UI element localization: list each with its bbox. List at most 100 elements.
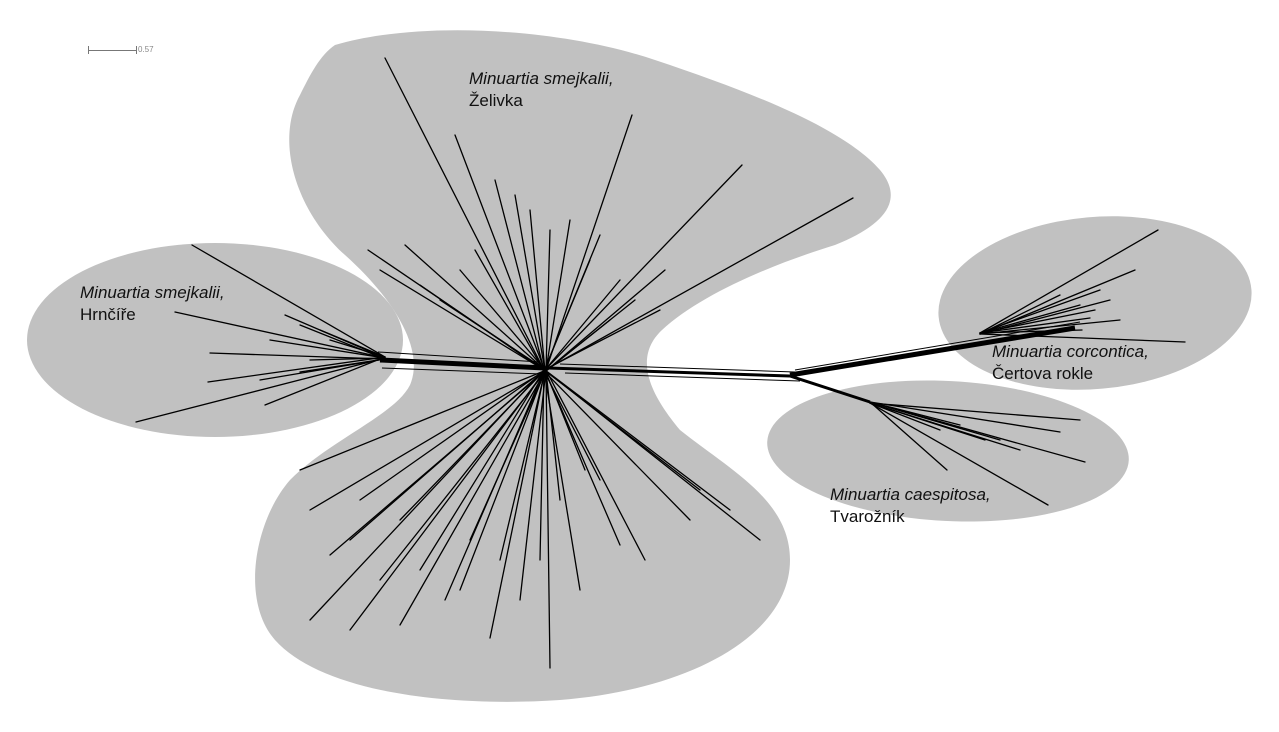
- edge-zelivka: [544, 197, 854, 371]
- species-name: Minuartia caespitosa,: [830, 485, 991, 504]
- edge-hrncire: [207, 356, 386, 383]
- edge-certova: [979, 333, 1186, 343]
- edge-zelivka: [545, 319, 611, 372]
- edge-hrncire: [329, 339, 386, 358]
- scale-bar-line: [88, 50, 136, 51]
- edge-lower: [539, 369, 545, 561]
- edge-lower: [543, 370, 691, 521]
- edge-certova: [979, 229, 1159, 334]
- locality-name: Tvarožník: [830, 507, 905, 526]
- edge-zelivka: [545, 229, 551, 371]
- edge-hrncire: [264, 356, 386, 406]
- spine-hrncire: [379, 357, 546, 371]
- edge-certova: [979, 329, 1083, 334]
- cluster-certova-shading: [938, 216, 1252, 390]
- locality-name: Želivka: [469, 91, 523, 110]
- edge-hrncire: [299, 324, 386, 360]
- edge-lower: [359, 369, 546, 501]
- species-name: Minuartia corcontica,: [992, 342, 1149, 361]
- edge-lower: [519, 369, 547, 601]
- edge-lower: [543, 369, 701, 491]
- locality-name: Hrnčíře: [80, 305, 136, 324]
- spine-hrncire-thin-b: [381, 367, 543, 375]
- edge-zelivka: [543, 164, 743, 372]
- edge-tvaroznik: [869, 401, 1001, 441]
- edge-lower: [544, 369, 731, 511]
- edge-lower: [419, 369, 545, 571]
- edge-hrncire: [191, 244, 386, 358]
- group-label-hrncire: Minuartia smejkalii, Hrnčíře: [80, 282, 225, 326]
- scale-bar-tick-right: [136, 46, 137, 54]
- edge-zelivka: [514, 194, 546, 372]
- edge-zelivka: [454, 134, 546, 372]
- edge-lower: [349, 369, 546, 541]
- edge-tvaroznik: [869, 401, 1061, 433]
- group-label-zelivka: Minuartia smejkalii, Želivka: [469, 68, 614, 112]
- group-label-certova: Minuartia corcontica, Čertova rokle: [992, 341, 1149, 385]
- edge-zelivka: [474, 249, 545, 372]
- edge-certova: [979, 294, 1061, 335]
- spine-hrncire-thin-a: [377, 351, 541, 363]
- edge-zelivka: [543, 309, 661, 371]
- edge-zelivka: [494, 179, 545, 371]
- edge-lower: [489, 369, 546, 639]
- edge-zelivka: [545, 114, 633, 371]
- cluster-zelivka-shading: [255, 30, 891, 702]
- edge-zelivka: [545, 219, 571, 371]
- edge-hrncire: [174, 311, 386, 359]
- edge-lower: [545, 370, 551, 669]
- edge-lower: [399, 370, 545, 521]
- edge-certova: [979, 317, 1091, 334]
- edge-zelivka: [384, 57, 545, 371]
- edge-hrncire: [319, 329, 386, 358]
- edge-zelivka: [544, 279, 621, 371]
- edge-lower: [545, 370, 561, 501]
- edge-lower: [545, 369, 646, 561]
- edge-lower: [469, 369, 547, 541]
- edge-lower: [309, 370, 546, 511]
- scale-bar: 0.57: [88, 45, 228, 59]
- edge-hrncire: [209, 352, 386, 360]
- spine-certova-thin: [794, 321, 1081, 371]
- locality-name: Čertova rokle: [992, 364, 1094, 383]
- scale-bar-value: 0.57: [138, 45, 154, 54]
- group-label-tvaroznik: Minuartia caespitosa, Tvarožník: [830, 484, 991, 528]
- edge-zelivka: [459, 269, 546, 371]
- spine-center-right-thin-b: [564, 372, 801, 382]
- edge-tvaroznik: [869, 401, 961, 426]
- edge-tvaroznik: [869, 402, 1081, 421]
- edge-zelivka: [404, 244, 546, 371]
- scale-bar-tick-left: [88, 46, 89, 54]
- edge-zelivka: [439, 299, 547, 371]
- edge-lower: [399, 369, 547, 626]
- edge-zelivka: [543, 259, 591, 372]
- edge-hrncire: [269, 339, 386, 359]
- cluster-tvaroznik-shading: [767, 380, 1129, 522]
- edge-zelivka: [379, 269, 545, 371]
- spine-center-right-thin-a: [559, 363, 796, 373]
- edge-lower: [379, 370, 547, 581]
- spine-tvaroznik: [789, 374, 871, 404]
- species-name: Minuartia smejkalii,: [469, 69, 614, 88]
- edge-hrncire: [309, 357, 386, 361]
- edge-zelivka: [545, 269, 666, 372]
- cluster-hrncire-shading: [27, 243, 403, 437]
- edge-lower: [459, 370, 546, 591]
- edge-lower: [544, 369, 586, 471]
- edge-tvaroznik: [869, 402, 1049, 506]
- edge-tvaroznik: [869, 402, 986, 441]
- species-name: Minuartia smejkalii,: [80, 283, 225, 302]
- edge-tvaroznik: [869, 402, 941, 431]
- network-edges: [135, 57, 1186, 669]
- edge-lower: [299, 370, 545, 471]
- edge-tvaroznik: [869, 401, 948, 471]
- edge-lower: [499, 370, 546, 561]
- edge-hrncire: [299, 358, 386, 373]
- edge-certova: [979, 289, 1101, 334]
- edge-hrncire: [135, 357, 386, 423]
- edge-certova: [979, 309, 1096, 334]
- edge-zelivka: [529, 209, 546, 372]
- spine-center-right: [547, 366, 791, 378]
- edge-certova: [979, 304, 1081, 334]
